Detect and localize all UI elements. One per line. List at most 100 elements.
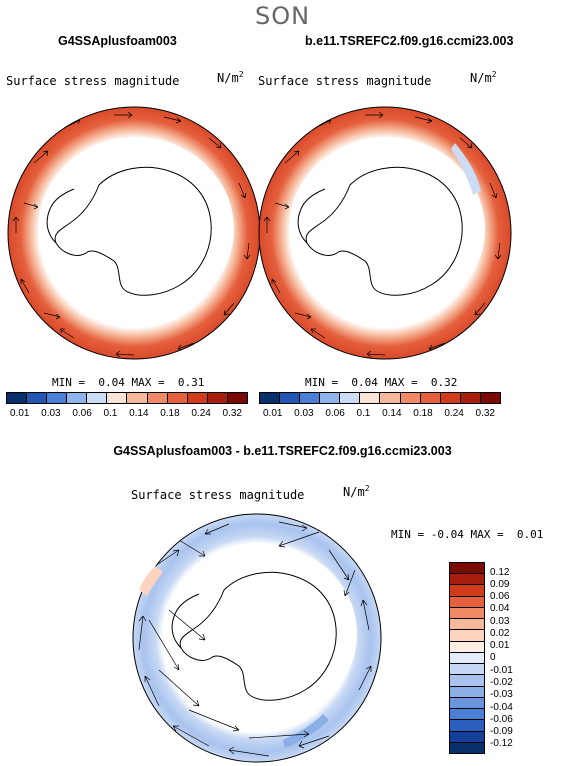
panel1-colorbar-tick-label: 0.24	[191, 408, 211, 419]
panel2-colorbar-swatch	[420, 393, 441, 403]
panel2-colorbar-tick-label: 0.01	[263, 408, 283, 419]
panel1-colorbar-swatch	[107, 393, 128, 403]
panel1-colorbar-tick-label: 0.1	[103, 408, 118, 419]
panel1-colorbar-tick-label: 0.18	[160, 408, 180, 419]
panel2-colorbar-tick-label: 0.24	[444, 408, 464, 419]
difference-colorbar-tick-label: 0.02	[490, 627, 510, 639]
panel1-antarctica-outline	[46, 166, 212, 296]
panel1-colorbar-labels: 0.01 0.03 0.06 0.1 0.14 0.18 0.24 0.32	[10, 408, 242, 419]
panel1-colorbar-swatch	[127, 393, 148, 403]
panel2-colorbar	[259, 392, 501, 404]
panel1-variable-label: Surface stress magnitude	[6, 74, 180, 88]
difference-colorbar-tick-label: -0.01	[490, 664, 513, 676]
panel2-colorbar-tick-label: 0.06	[325, 408, 345, 419]
difference-colorbar-swatch	[450, 675, 484, 687]
panel2-colorbar-tick-label: 0.32	[475, 408, 495, 419]
difference-colorbar-tick-label: -0.12	[490, 738, 513, 750]
panel1-colorbar-swatch	[227, 393, 247, 403]
panel1-stress-map	[7, 106, 261, 360]
panel1-colorbar	[6, 392, 248, 404]
panel2-colorbar-swatch	[280, 393, 301, 403]
panel1-colorbar-swatch	[27, 393, 48, 403]
difference-colorbar-swatch	[450, 709, 484, 721]
difference-title: G4SSAplusfoam003 - b.e11.TSREFC2.f09.g16…	[113, 444, 452, 458]
panel1-colorbar-swatch	[67, 393, 88, 403]
difference-unit-label: N/m2	[343, 484, 370, 499]
panel1-colorbar-swatch	[187, 393, 208, 403]
difference-colorbar-swatch	[450, 563, 484, 575]
difference-antarctica-outline	[171, 571, 337, 701]
difference-variable-label: Surface stress magnitude	[131, 488, 305, 502]
difference-colorbar-swatch	[450, 574, 484, 586]
panel2-minmax: MIN = 0.04 MAX = 0.32	[305, 376, 458, 389]
panel1-colorbar-swatch	[207, 393, 228, 403]
difference-colorbar-swatch	[450, 742, 484, 753]
difference-colorbar-tick-label: 0.06	[490, 591, 510, 603]
panel1-colorbar-swatch	[147, 393, 168, 403]
panel1-colorbar-swatch	[47, 393, 68, 403]
panel2-unit-label: N/m2	[470, 70, 497, 85]
difference-colorbar-swatch	[450, 720, 484, 732]
difference-colorbar-swatch	[450, 619, 484, 631]
panel2-colorbar-tick-label: 0.14	[382, 408, 402, 419]
panel2-colorbar-swatch	[400, 393, 421, 403]
panel2-colorbar-swatch	[460, 393, 481, 403]
difference-colorbar-swatch	[450, 630, 484, 642]
panel1-colorbar-tick-label: 0.06	[72, 408, 92, 419]
difference-stress-map	[132, 513, 382, 763]
panel2-colorbar-swatch	[320, 393, 341, 403]
difference-colorbar-tick-label: -0.09	[490, 726, 513, 738]
panel2-stress-vectors	[263, 111, 502, 358]
difference-colorbar-tick-label: -0.06	[490, 713, 513, 725]
panel2-colorbar-swatch	[440, 393, 461, 403]
difference-colorbar-tick-label: -0.04	[490, 701, 513, 713]
panel2-colorbar-swatch	[480, 393, 500, 403]
season-title: SON	[254, 2, 311, 30]
difference-colorbar-tick-label: 0.12	[490, 566, 510, 578]
difference-colorbar-swatch	[450, 585, 484, 597]
panel1-colorbar-tick-label: 0.01	[10, 408, 30, 419]
panel2-colorbar-swatch	[340, 393, 361, 403]
panel1-title: G4SSAplusfoam003	[58, 34, 177, 48]
difference-colorbar	[449, 562, 485, 754]
difference-colorbar-swatch	[450, 641, 484, 653]
difference-colorbar-swatch	[450, 607, 484, 620]
panel1-unit-label: N/m2	[217, 70, 244, 85]
panel2-colorbar-labels: 0.01 0.03 0.06 0.1 0.14 0.18 0.24 0.32	[263, 408, 495, 419]
difference-colorbar-tick-label: 0.03	[490, 615, 510, 627]
difference-colorbar-swatch	[450, 664, 484, 676]
panel2-stress-map	[258, 106, 512, 360]
panel2-colorbar-tick-label: 0.03	[294, 408, 314, 419]
difference-colorbar-tick-label: 0.04	[490, 603, 510, 615]
panel2-title: b.e11.TSREFC2.f09.g16.ccmi23.003	[305, 34, 514, 48]
difference-colorbar-tick-label: 0.09	[490, 578, 510, 590]
panel2-colorbar-swatch	[300, 393, 321, 403]
panel2-colorbar-swatch	[260, 393, 281, 403]
difference-colorbar-tick-label: 0.01	[490, 640, 510, 652]
difference-minmax: MIN = -0.04 MAX = 0.01	[391, 528, 544, 541]
panel1-colorbar-swatch	[167, 393, 188, 403]
panel1-minmax: MIN = 0.04 MAX = 0.31	[52, 376, 205, 389]
panel2-colorbar-tick-label: 0.1	[356, 408, 371, 419]
difference-colorbar-swatch	[450, 596, 484, 608]
difference-colorbar-swatch	[450, 652, 484, 665]
difference-colorbar-labels: 0.12 0.09 0.06 0.04 0.03 0.02 0.01 0 -0.01 -0.02-…	[490, 566, 513, 750]
panel1-colorbar-tick-label: 0.14	[129, 408, 149, 419]
panel2-colorbar-swatch	[380, 393, 401, 403]
difference-stress-vectors	[138, 521, 372, 757]
difference-colorbar-swatch	[450, 731, 484, 743]
panel1-colorbar-swatch	[7, 393, 28, 403]
difference-colorbar-tick-label: 0	[490, 652, 496, 664]
panel2-colorbar-swatch	[360, 393, 381, 403]
difference-colorbar-tick-label: -0.02	[490, 677, 513, 689]
panel1-colorbar-swatch	[87, 393, 108, 403]
panel1-stress-vectors	[12, 111, 251, 358]
difference-colorbar-swatch	[450, 686, 484, 698]
difference-colorbar-swatch	[450, 697, 484, 710]
panel1-colorbar-tick-label: 0.32	[222, 408, 242, 419]
panel2-colorbar-tick-label: 0.18	[413, 408, 433, 419]
panel1-colorbar-tick-label: 0.03	[41, 408, 61, 419]
panel2-variable-label: Surface stress magnitude	[258, 74, 432, 88]
panel2-antarctica-outline	[297, 166, 463, 296]
difference-colorbar-tick-label: -0.03	[490, 689, 513, 701]
